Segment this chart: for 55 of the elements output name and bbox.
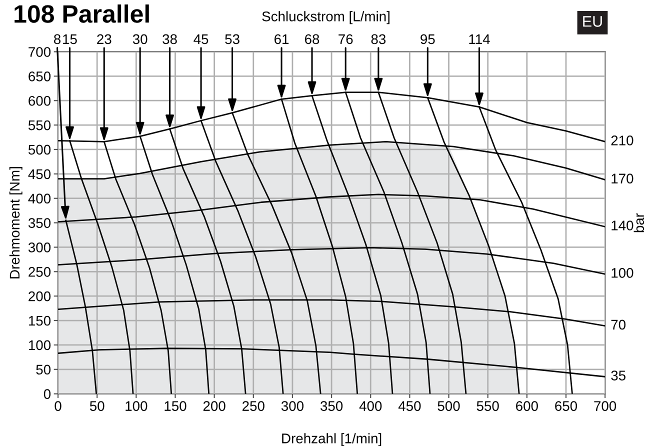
series-label: 100: [612, 268, 634, 278]
y-tick-label: 600: [28, 96, 51, 106]
text: 8: [54, 34, 61, 44]
x-tick-label: 600: [516, 401, 538, 411]
y-tick-label: 0: [44, 389, 51, 399]
text: 114: [469, 34, 490, 44]
y-tick-label: 700: [28, 47, 51, 57]
text: 53: [225, 34, 240, 44]
y-tick-label: 500: [28, 144, 51, 155]
y-tick-label: 150: [28, 316, 51, 326]
x-tick-label: 100: [126, 401, 148, 411]
x-tick-label: 450: [398, 401, 421, 411]
text: 76: [338, 34, 353, 44]
y-tick-label: 200: [28, 291, 51, 302]
x-tick-label: 550: [476, 401, 499, 411]
y2-axis-title: bar: [634, 213, 644, 232]
text: 61: [274, 34, 289, 44]
x-tick-label: 300: [281, 401, 304, 411]
x-tick-label: 50: [90, 401, 104, 411]
x-axis-title: Drehzahl [1/min]: [282, 433, 382, 446]
x-tick-label: 400: [359, 401, 382, 411]
text: 68: [304, 34, 320, 44]
text: 45: [194, 34, 208, 44]
text: EU: [583, 16, 602, 27]
x-tick-label: 700: [594, 401, 616, 411]
chart-title: 108 Parallel: [14, 4, 149, 23]
y-tick-label: 650: [28, 72, 51, 82]
x-tick-label: 350: [320, 401, 343, 411]
text: 30: [132, 34, 148, 44]
text: 23: [97, 34, 112, 44]
x-tick-label: 200: [203, 401, 226, 411]
text: 38: [162, 34, 177, 44]
y-tick-label: 550: [28, 120, 51, 130]
series-label: 140: [612, 220, 634, 230]
series-label: 170: [612, 174, 634, 184]
y-axis-title: Drehmoment [Nm]: [9, 167, 22, 278]
series-label: 35: [611, 370, 626, 380]
x-tick-label: 250: [242, 401, 264, 411]
y-tick-label: 100: [28, 340, 51, 350]
y-tick-label: 300: [28, 242, 51, 252]
x-tick-label: 650: [555, 401, 578, 411]
y-tick-label: 400: [28, 194, 51, 204]
x-tick-label: 0: [54, 401, 62, 411]
y-tick-label: 250: [28, 266, 51, 277]
x-tick-label: 150: [164, 401, 186, 411]
text: 95: [420, 34, 435, 44]
text: 83: [371, 34, 386, 44]
y-tick-label: 50: [36, 364, 51, 375]
chart-subtitle: Schluckstrom [L/min]: [262, 11, 390, 24]
x-tick-label: 500: [438, 401, 460, 411]
text: 15: [63, 34, 77, 44]
y-tick-label: 450: [28, 169, 51, 180]
y-tick-label: 350: [28, 218, 51, 228]
series-label: 210: [611, 136, 634, 146]
series-label: 70: [611, 320, 626, 330]
